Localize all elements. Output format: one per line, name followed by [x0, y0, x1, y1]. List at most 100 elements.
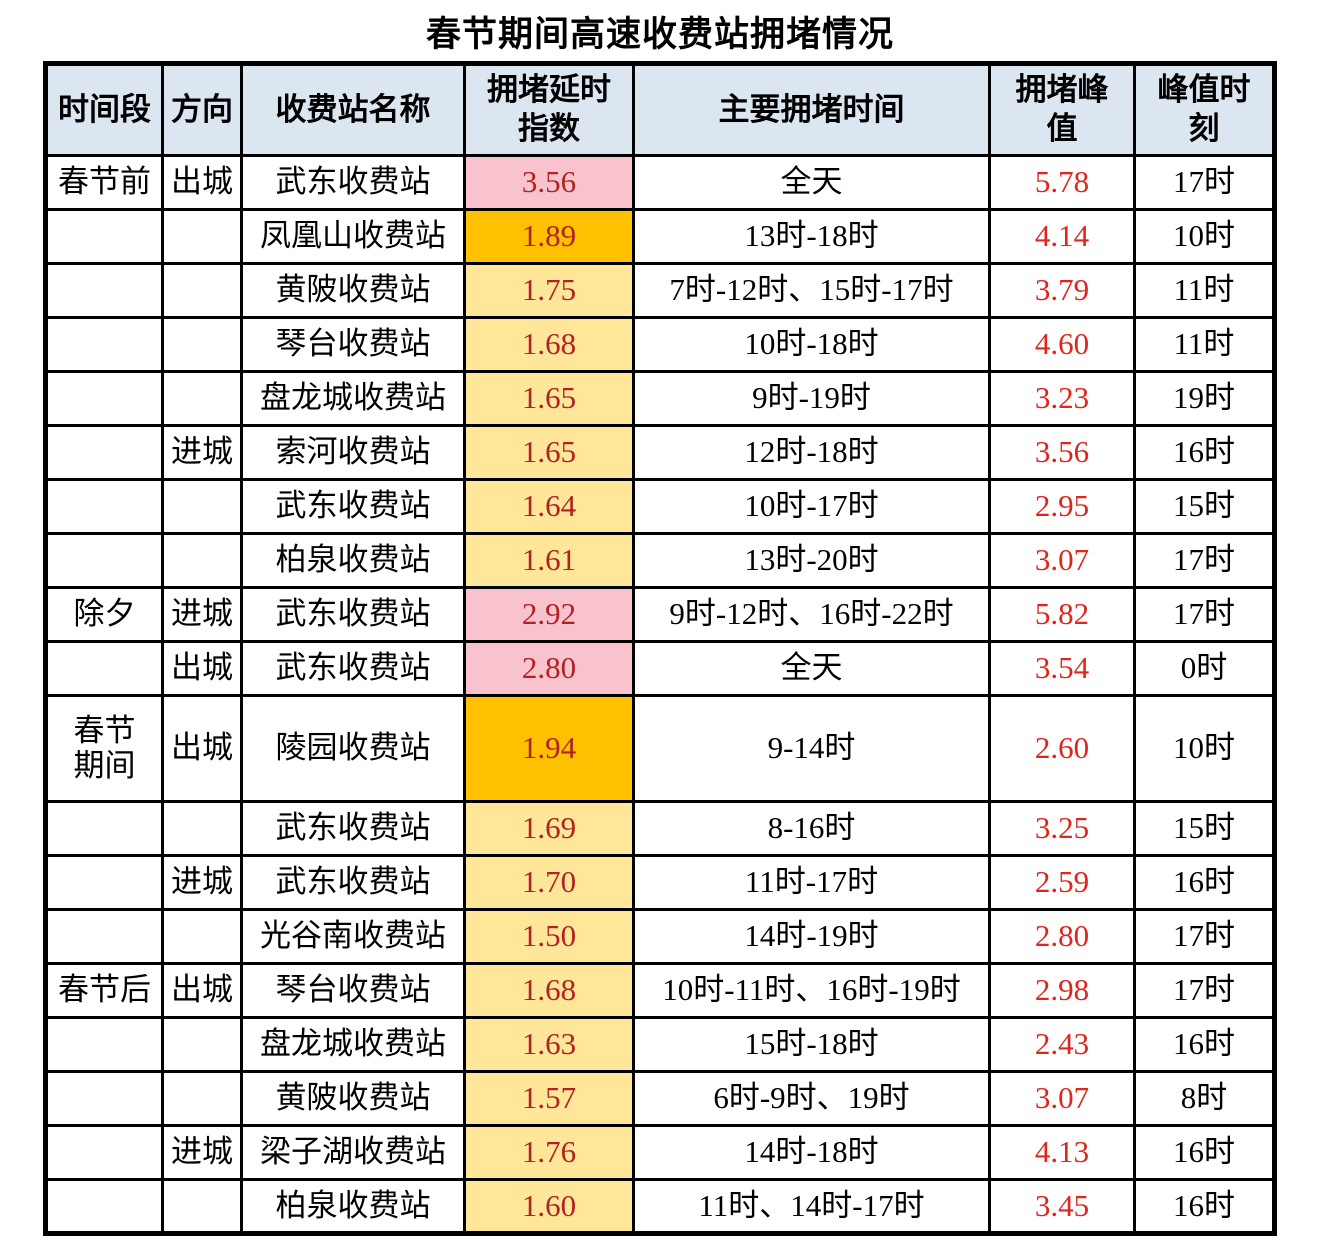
cell-index: 1.68 [463, 962, 635, 1019]
cell-peak-value: 2.80 [988, 908, 1136, 965]
cell-period [44, 908, 164, 965]
congestion-table: 时间段 方向 收费站名称 拥堵延时 指数 主要拥堵时间 拥堵峰 值峰值时 刻 春节前 出城武… [43, 61, 1277, 1236]
cell-station: 光谷南收费站 [240, 908, 466, 965]
cell-peak-time: 17时 [1133, 908, 1276, 965]
cell-period [44, 208, 164, 265]
cell-period [44, 1070, 164, 1127]
cell-peak-time: 15时 [1133, 478, 1276, 535]
cell-period [44, 1016, 164, 1073]
cell-congestion-time: 全天 [632, 640, 991, 697]
cell-congestion-time: 10时-17时 [632, 478, 991, 535]
chart-title: 春节期间高速收费站拥堵情况 [425, 15, 894, 54]
cell-station: 柏泉收费站 [240, 1178, 466, 1235]
cell-congestion-time: 6时-9时、19时 [632, 1070, 991, 1127]
cell-peak-value: 3.07 [988, 1070, 1136, 1127]
cell-station: 武东收费站 [240, 478, 466, 535]
cell-congestion-time: 14时-19时 [632, 908, 991, 965]
cell-peak-time: 16时 [1133, 1016, 1276, 1073]
cell-index: 1.64 [463, 478, 635, 535]
cell-direction [161, 262, 243, 319]
header-cell-index: 拥堵延时 指数 [463, 62, 635, 157]
cell-direction: 进城 [161, 424, 243, 481]
cell-station: 盘龙城收费站 [240, 370, 466, 427]
cell-period [44, 532, 164, 589]
cell-peak-time: 17时 [1133, 962, 1276, 1019]
cell-congestion-time: 10时-11时、16时-19时 [632, 962, 991, 1019]
cell-peak-time: 19时 [1133, 370, 1276, 427]
table-row: 光谷南收费站 1.50 14时-19时 2.80 17时 [44, 908, 1276, 965]
table-body: 春节前 出城 武东收费站 3.56 全天 5.78 17时 凤凰山收费站 1.89 13时-18时… [44, 154, 1276, 1235]
header-cell-time: 主要拥堵时间 [632, 62, 991, 157]
cell-station: 琴台收费站 [240, 962, 466, 1019]
table-row: 盘龙城收费站 1.63 15时-18时 2.43 16时 [44, 1016, 1276, 1073]
cell-direction [161, 316, 243, 373]
cell-direction: 出城 [161, 154, 243, 211]
cell-direction [161, 908, 243, 965]
table-row: 柏泉收费站 1.60 11时、14时-17时 3.45 16时 [44, 1178, 1276, 1235]
table-row: 春节 期间 出城 陵园收费站 1.94 9-14时 2.60 10时 [44, 694, 1276, 803]
cell-peak-value: 3.25 [988, 800, 1136, 857]
cell-direction: 进城 [161, 586, 243, 643]
cell-congestion-time: 15时-18时 [632, 1016, 991, 1073]
cell-index: 1.69 [463, 800, 635, 857]
cell-direction: 出城 [161, 694, 243, 803]
table-row: 进城 索河收费站 1.65 12时-18时 3.56 16时 [44, 424, 1276, 481]
cell-peak-value: 3.54 [988, 640, 1136, 697]
header-cell-peaktime: 峰值时 刻 [1133, 62, 1276, 157]
cell-peak-time: 10时 [1133, 694, 1276, 803]
cell-congestion-time: 13时-20时 [632, 532, 991, 589]
cell-direction: 进城 [161, 1124, 243, 1181]
cell-peak-value: 3.07 [988, 532, 1136, 589]
cell-peak-time: 17时 [1133, 586, 1276, 643]
cell-peak-time: 16时 [1133, 424, 1276, 481]
cell-peak-time: 15时 [1133, 800, 1276, 857]
cell-index: 1.61 [463, 532, 635, 589]
cell-direction [161, 1070, 243, 1127]
cell-peak-time: 16时 [1133, 1124, 1276, 1181]
cell-period [44, 478, 164, 535]
cell-peak-time: 16时 [1133, 854, 1276, 911]
cell-peak-value: 3.79 [988, 262, 1136, 319]
table-row: 出城 武东收费站 2.80 全天 3.54 0时 [44, 640, 1276, 697]
cell-station: 黄陂收费站 [240, 1070, 466, 1127]
cell-peak-time: 11时 [1133, 262, 1276, 319]
cell-index: 2.92 [463, 586, 635, 643]
cell-index: 1.57 [463, 1070, 635, 1127]
cell-congestion-time: 7时-12时、15时-17时 [632, 262, 991, 319]
cell-period [44, 316, 164, 373]
cell-index: 1.65 [463, 370, 635, 427]
cell-index: 2.80 [463, 640, 635, 697]
cell-peak-time: 11时 [1133, 316, 1276, 373]
cell-direction: 出城 [161, 962, 243, 1019]
cell-peak-time: 16时 [1133, 1178, 1276, 1235]
cell-period [44, 1178, 164, 1235]
table-row: 进城 梁子湖收费站 1.76 14时-18时 4.13 16时 [44, 1124, 1276, 1181]
cell-peak-time: 17时 [1133, 154, 1276, 211]
cell-peak-value: 5.78 [988, 154, 1136, 211]
cell-direction [161, 478, 243, 535]
cell-period [44, 424, 164, 481]
cell-index: 1.68 [463, 316, 635, 373]
cell-station: 柏泉收费站 [240, 532, 466, 589]
cell-station: 陵园收费站 [240, 694, 466, 803]
cell-peak-value: 4.14 [988, 208, 1136, 265]
cell-index: 1.60 [463, 1178, 635, 1235]
table-row: 武东收费站 1.64 10时-17时 2.95 15时 [44, 478, 1276, 535]
cell-station: 索河收费站 [240, 424, 466, 481]
cell-peak-value: 3.23 [988, 370, 1136, 427]
cell-index: 1.94 [463, 694, 635, 803]
table-row: 琴台收费站 1.68 10时-18时 4.60 11时 [44, 316, 1276, 373]
cell-congestion-time: 9时-19时 [632, 370, 991, 427]
cell-station: 黄陂收费站 [240, 262, 466, 319]
cell-peak-value: 2.59 [988, 854, 1136, 911]
table-row: 春节前 出城 武东收费站 3.56 全天 5.78 17时 [44, 154, 1276, 211]
header-cell-peak: 拥堵峰 值 [988, 62, 1136, 157]
cell-index: 1.65 [463, 424, 635, 481]
cell-direction [161, 800, 243, 857]
cell-peak-value: 3.45 [988, 1178, 1136, 1235]
cell-congestion-time: 8-16时 [632, 800, 991, 857]
cell-direction [161, 1178, 243, 1235]
cell-station: 凤凰山收费站 [240, 208, 466, 265]
cell-congestion-time: 10时-18时 [632, 316, 991, 373]
cell-peak-value: 2.43 [988, 1016, 1136, 1073]
